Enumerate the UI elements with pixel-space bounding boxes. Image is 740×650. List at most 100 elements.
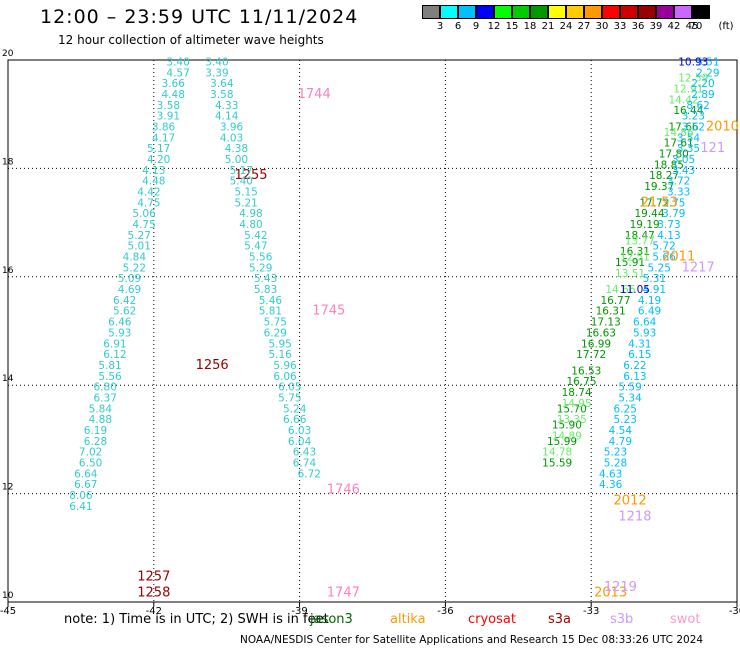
data-label-jason3-track-b: 6.13	[623, 371, 646, 383]
data-label-swot-track: 5.75	[264, 317, 287, 329]
x-tick-label: -33	[583, 606, 599, 617]
data-label-jason3-track-b: 3.33	[667, 187, 690, 199]
data-label-jason3-track: 14.66	[605, 284, 635, 296]
data-label-jason3: 17.61	[664, 138, 694, 150]
data-label-jason3-track-b: 4.19	[638, 295, 661, 307]
data-label-jason3-track-b: 5.66	[652, 252, 676, 264]
data-label-swot-track: 5.96	[273, 360, 297, 372]
data-label-s3a-track: 8.06	[69, 490, 93, 502]
data-label-s3a-track: 4.88	[89, 414, 112, 426]
data-label-s3a-track: 5.22	[123, 262, 146, 274]
scale-swatch	[548, 5, 566, 19]
data-label-swot-track: 5.15	[234, 187, 257, 199]
data-label-s3a-track: 3.58	[157, 100, 180, 112]
data-label-jason3-track: 14.89	[552, 430, 582, 442]
data-label-jason3: 17.80	[659, 149, 689, 161]
data-label-s3a-track: 6.64	[74, 468, 98, 480]
data-label-s3a-track: 4.48	[162, 89, 185, 101]
data-label-jason3: 17.13	[591, 317, 621, 329]
data-label-jason3: 19.19	[630, 219, 660, 231]
data-label-jason3-track-b: 3.23	[682, 111, 705, 123]
data-label-jason3: 18.85	[654, 159, 684, 171]
data-label-jason3-track: 13.35	[557, 414, 587, 426]
data-label-jason3-track-b: 3.79	[662, 208, 685, 220]
scale-tick-label: 39	[649, 21, 663, 32]
data-label-swot-track: 6.72	[298, 468, 321, 480]
data-label-jason3: 18.27	[649, 170, 679, 182]
plot-frame	[7, 59, 738, 603]
data-label-swot-track: 5.95	[268, 338, 291, 350]
scale-swatch	[602, 5, 620, 19]
data-label-jason3-track-b: 2.89	[691, 89, 714, 101]
data-label-s3a-track: 6.37	[94, 392, 117, 404]
data-label-swot-track: 5.00	[225, 154, 248, 166]
data-label-jason3-track-b: 5.23	[604, 447, 627, 459]
data-label-jason3: 15.59	[542, 458, 572, 470]
scale-tick-label: 3	[436, 21, 444, 32]
data-label-swot: 1746	[327, 483, 360, 498]
data-label-s3a-track: 4.69	[118, 284, 141, 296]
data-label-jason3: 17.66	[669, 121, 699, 133]
data-label-s3a: 1257	[137, 569, 170, 584]
data-label-jason3-track-b: 3.05	[672, 154, 695, 166]
data-label-s3a-track: 5.17	[147, 143, 170, 155]
scale-swatch	[620, 5, 638, 19]
data-label-swot-track: 6.03	[288, 425, 311, 437]
data-label-swot-track: 3.96	[220, 121, 244, 133]
data-label-jason3-track-b: 3.72	[667, 176, 690, 188]
legend-item-swot: swot	[670, 612, 701, 627]
data-label-altika: 2011	[662, 250, 695, 265]
data-label-swot-track: 4.38	[225, 143, 248, 155]
data-label-jason3-track-b: 5.28	[604, 458, 627, 470]
data-label-jason3-track: 12.51	[620, 252, 650, 264]
scale-swatch	[440, 5, 458, 19]
data-label-jason3-track-b: 3.43	[672, 165, 695, 177]
data-label-jason3: 16.75	[566, 376, 596, 388]
data-label-s3a-track: 6.42	[113, 295, 136, 307]
data-label-swot-track: 6.29	[264, 327, 287, 339]
data-label-s3a-track: 4.48	[142, 176, 165, 188]
data-label-s3a-track: 3.40	[166, 56, 189, 68]
data-label-s3a-track: 6.19	[84, 425, 107, 437]
data-label-jason3: 17.72	[639, 197, 669, 209]
data-label-s3a-track: 3.66	[162, 78, 186, 90]
scale-swatch	[584, 5, 602, 19]
data-label-altika: 2013	[594, 586, 627, 601]
y-tick-label: 10	[2, 591, 14, 601]
data-label-jason3: 15.91	[615, 257, 645, 269]
data-label-s3b: 1217	[682, 260, 715, 275]
y-tick-label: 18	[2, 157, 14, 167]
chart-subtitle: 12 hour collection of altimeter wave hei…	[58, 33, 324, 47]
data-label-jason3-track-b: 3.73	[657, 219, 680, 231]
data-label-s3a-track: 5.81	[98, 360, 121, 372]
data-label-s3a-track: 5.93	[108, 327, 131, 339]
data-label-jason3: 19.44	[634, 208, 664, 220]
x-tick-label: -30	[729, 606, 740, 617]
scale-tick-label: 27	[577, 21, 591, 32]
scale-tick-label: 21	[541, 21, 555, 32]
data-label-jason3-track-b: 5.72	[652, 241, 675, 253]
scale-swatch	[638, 5, 656, 19]
scale-swatch	[656, 5, 674, 19]
data-label-swot-track: 5.16	[268, 349, 292, 361]
y-tick-label: 12	[2, 483, 13, 493]
data-label-swot-track: 6.04	[288, 436, 312, 448]
y-tick-label: 16	[2, 266, 14, 276]
data-label-swot-track: 5.21	[234, 197, 257, 209]
data-label-s3a: 1255	[234, 168, 267, 183]
data-label-s3a-track: 6.80	[94, 382, 117, 394]
data-label-jason3-track-b: 6.25	[614, 403, 637, 415]
data-label-jason3-track-b: 4.54	[609, 425, 633, 437]
scale-tick-label: 12	[487, 21, 501, 32]
scale-tick-label: 33	[613, 21, 627, 32]
data-label-altika: 2010	[706, 119, 739, 134]
data-label-swot-track: 4.03	[220, 132, 243, 144]
data-label-swot-track: 5.17	[230, 165, 253, 177]
data-label-s3a-track: 4.20	[147, 154, 170, 166]
data-label-s3a-track: 4.84	[123, 252, 147, 264]
scale-tick-label: 42	[667, 21, 681, 32]
data-label-jason3-track: 12.91	[673, 84, 703, 96]
data-label-jason3: 16.63	[586, 327, 616, 339]
data-label-s3a-track: 4.75	[132, 219, 155, 231]
scale-tick-label: 9	[472, 21, 480, 32]
